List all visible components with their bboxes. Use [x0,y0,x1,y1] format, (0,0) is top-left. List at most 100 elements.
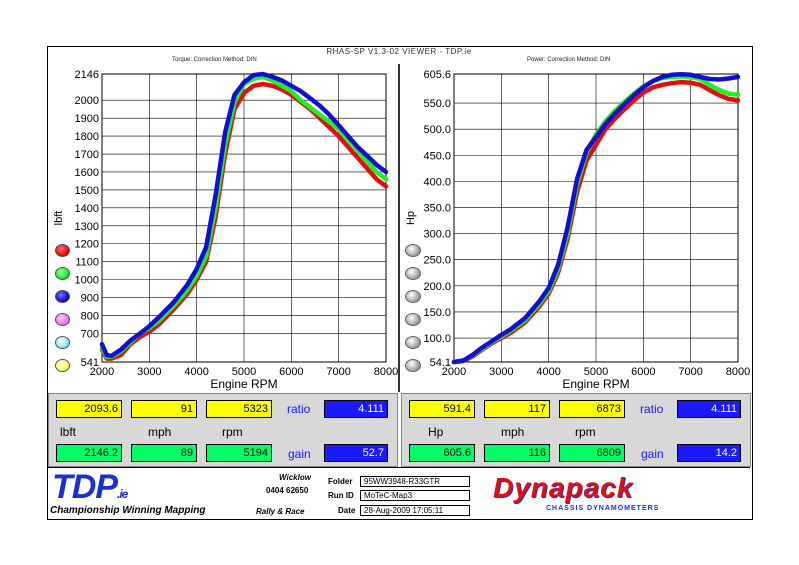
legend-slot-6[interactable] [405,359,421,372]
power-y-tick: 400.0 [423,176,451,188]
power-x-tick: 2000 [442,366,466,378]
torque-y-tick: 2146 [75,69,99,81]
torque-peak-value: 2146.2 [56,444,122,462]
torque-ratio-label: ratio [287,402,311,416]
torque-current-rpm: 5323 [206,400,272,418]
power-x-tick: 4000 [536,366,560,378]
power-series-blue [451,72,741,365]
power-current-rpm: 6873 [559,400,625,418]
runid-value: MoTeC-Map3 [360,490,470,501]
torque-current-value: 2093.6 [56,400,122,418]
torque-y-tick: 541 [81,357,99,369]
torque-y-tick: 1400 [75,203,99,215]
legend-green-run[interactable] [55,267,70,280]
tdp-logo: TDP.ie [52,468,128,511]
torque-current-mph: 91 [131,400,197,418]
legend-slot-2[interactable] [405,267,421,280]
phone: 0404 62650 [266,486,309,495]
date-label: Date [338,506,356,515]
power-unit-label: Hp [428,425,444,439]
torque-y-tick: 1000 [75,275,99,287]
tdp-logo-suffix: .ie [117,487,128,501]
footer [48,467,750,518]
power-y-tick: 450.0 [423,150,451,162]
rally-race: Rally & Race [256,507,305,516]
torque-x-tick: 6000 [279,366,303,378]
power-current-value: 591.4 [409,400,475,418]
torque-y-tick: 900 [81,293,99,305]
torque-y-tick: 1800 [75,131,99,143]
legend-slot-4[interactable] [405,313,421,326]
torque-y-tick: 2000 [75,95,99,107]
legend-slot-5[interactable] [405,336,421,349]
window-title: RHAS-SP V1.3-02 VIEWER - TDP.ie [326,47,472,56]
power-current-mph: 117 [484,400,550,418]
runid-label: Run ID [328,491,354,500]
torque-x-label: Engine RPM [210,377,277,391]
torque-gain-value: 52.7 [324,444,388,462]
torque-unit-label: lbft [60,425,77,439]
torque-y-tick: 1600 [75,167,99,179]
location: Wicklow [279,473,311,482]
power-y-tick: 150.0 [423,307,451,319]
torque-x-tick: 4000 [184,366,208,378]
torque-peak-rpm: 5194 [206,444,272,462]
legend-yellow-run[interactable] [55,359,70,372]
power-y-tick: 500.0 [423,124,451,136]
power-peak-mph: 116 [484,444,550,462]
torque-y-tick: 1500 [75,185,99,197]
legend-cyan-run[interactable] [55,336,70,349]
torque-chart: 2000 3000 4000 5000 6000 7000 8000 2146 2000 1900… [53,69,398,391]
dynapack-subtitle: CHASSIS DYNAMOMETERS [546,505,660,512]
tdp-logo-text: TDP [52,468,118,506]
torque-x-tick: 7000 [326,366,350,378]
power-gain-label: gain [641,447,664,461]
date-value: 28-Aug-2009 17:05:11 [360,505,470,516]
torque-y-tick: 1700 [75,149,99,161]
power-y-tick: 200.0 [423,281,451,293]
torque-gain-label: gain [288,447,311,461]
torque-y-tick: 700 [81,328,99,340]
chart-divider [398,64,400,392]
power-peak-rpm: 6809 [559,444,625,462]
power-y-tick: 605.6 [423,69,451,81]
torque-peak-mph: 89 [131,444,197,462]
torque-y-tick: 1200 [75,239,99,251]
power-x-tick: 7000 [678,366,702,378]
torque-panel-header: Torque: Correction Method: DIN [172,57,257,63]
torque-x-tick: 2000 [90,366,114,378]
dynapack-logo: Dynapack [493,472,634,503]
legend-red-run[interactable] [55,244,70,257]
power-ratio-value: 4.111 [677,400,741,418]
legend-blue-run[interactable] [55,290,70,303]
power-y-tick: 350.0 [423,202,451,214]
power-chart: 2000 3000 4000 5000 6000 7000 8000 605.6 550.0 50… [405,69,750,391]
torque-y-tick: 1900 [75,113,99,125]
torque-y-label: lbft [53,211,65,226]
power-y-tick: 550.0 [423,98,451,110]
torque-y-tick: 800 [81,311,99,323]
power-y-tick: 54.1 [430,357,451,369]
power-x-tick: 3000 [489,366,513,378]
power-x-tick: 6000 [631,366,655,378]
legend-slot-1[interactable] [405,244,421,257]
torque-ratio-value: 4.111 [324,400,388,418]
power-peak-value: 605.6 [409,444,475,462]
torque-x-tick: 3000 [137,366,161,378]
power-y-tick: 250.0 [423,255,451,267]
torque-x-tick: 8000 [374,366,398,378]
folder-value: 95WW3948-R33GTR [360,476,470,487]
power-y-tick: 300.0 [423,229,451,241]
torque-y-tick: 1100 [75,257,99,269]
power-y-label: Hp [405,211,417,225]
torque-series-red [99,81,389,361]
power-gain-value: 14.2 [677,444,741,462]
legend-pink-run[interactable] [55,313,70,326]
legend-slot-3[interactable] [405,290,421,303]
power-mph-label: mph [501,425,525,439]
torque-mph-label: mph [148,425,172,439]
power-x-tick: 5000 [584,366,608,378]
torque-series-blue [99,71,389,359]
power-x-label: Engine RPM [562,377,629,391]
power-y-tick: 100.0 [423,333,451,345]
